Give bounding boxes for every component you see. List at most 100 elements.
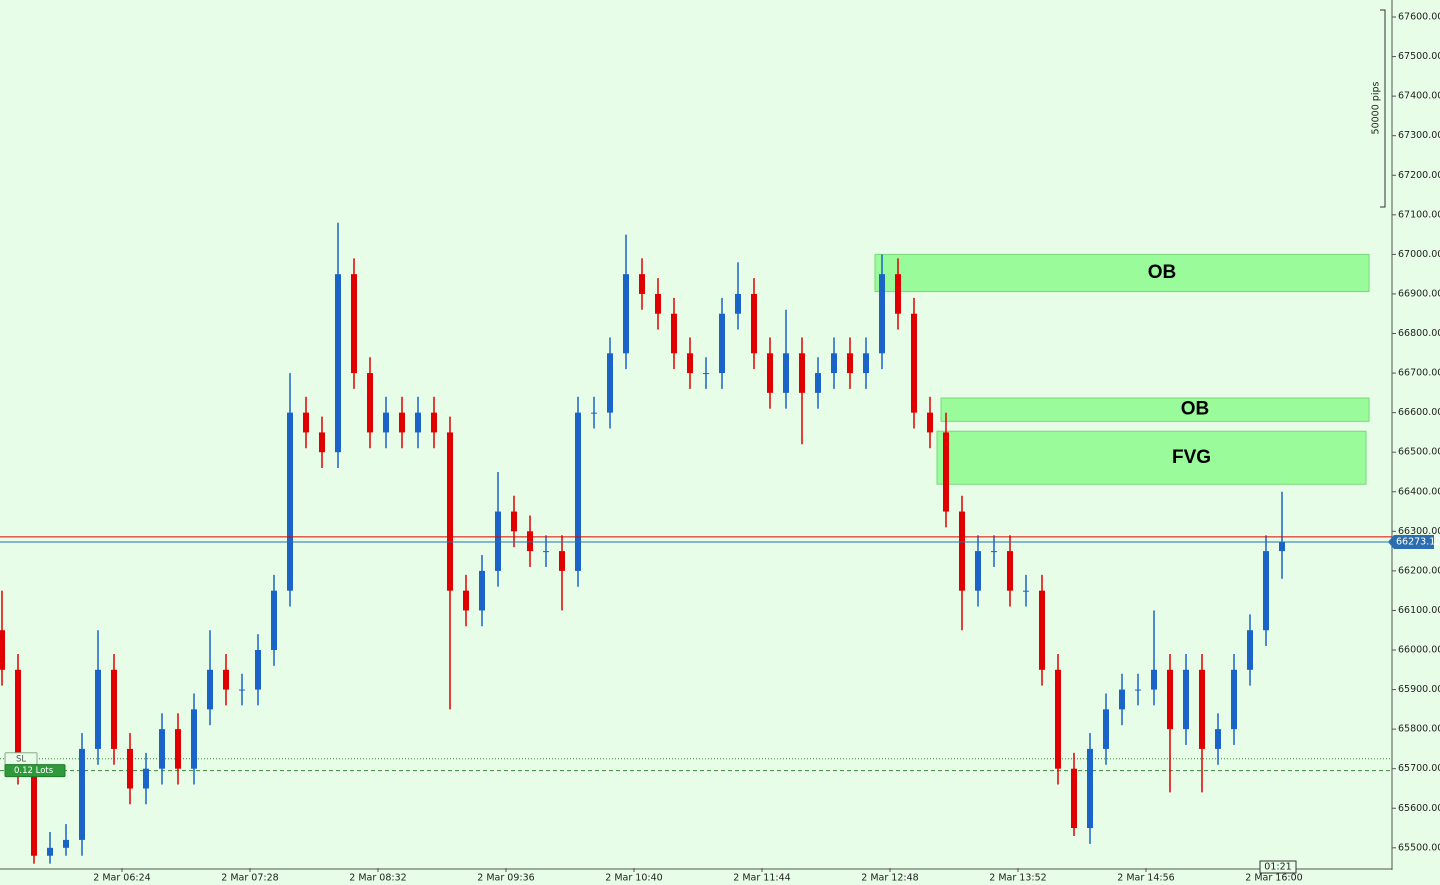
- zone-label: FVG: [1172, 447, 1211, 468]
- candle-body: [1039, 590, 1045, 670]
- zone: [874, 253, 1370, 293]
- y-tick-label: 66200.00: [1398, 565, 1440, 576]
- candle-body: [831, 353, 837, 374]
- y-tick-label: 66000.00: [1398, 645, 1440, 656]
- candle-body: [111, 669, 117, 749]
- x-tick-label: 2 Mar 13:52: [989, 873, 1046, 884]
- x-tick-label: 2 Mar 09:36: [477, 873, 534, 884]
- y-tick-label: 65900.00: [1398, 684, 1440, 695]
- candle-body: [1247, 630, 1253, 670]
- candle-body: [607, 353, 613, 413]
- candle-body: [431, 412, 437, 433]
- order-tag: [4, 764, 66, 778]
- candle-body: [623, 274, 629, 354]
- candle-body: [1167, 669, 1173, 730]
- candle-body: [719, 313, 725, 374]
- candle-body: [671, 313, 677, 354]
- candle-body: [143, 768, 149, 789]
- candle-body: [319, 432, 325, 453]
- zone: [936, 430, 1367, 485]
- scale-label: 50000 pips: [1371, 82, 1382, 135]
- y-tick-label: 67200.00: [1398, 170, 1440, 181]
- zone: [940, 397, 1370, 422]
- y-tick-label: 66800.00: [1398, 328, 1440, 339]
- countdown-box: [1259, 860, 1297, 874]
- candle-body: [351, 274, 357, 374]
- candle-body: [687, 353, 693, 374]
- x-tick-label: 2 Mar 08:32: [349, 873, 406, 884]
- candle-body: [703, 373, 709, 375]
- candle-body: [991, 551, 997, 553]
- candle-body: [223, 669, 229, 690]
- countdown: 01:21: [1264, 862, 1291, 873]
- candle-body: [463, 590, 469, 611]
- y-tick-label: 65700.00: [1398, 763, 1440, 774]
- y-tick-label: 66600.00: [1398, 407, 1440, 418]
- candle-body: [895, 274, 901, 314]
- candle-body: [79, 748, 85, 840]
- candle-body: [287, 412, 293, 591]
- y-tick-label: 67100.00: [1398, 209, 1440, 220]
- candle-body: [799, 353, 805, 393]
- candle-body: [559, 551, 565, 571]
- candle-body: [495, 511, 501, 571]
- candle-body: [1231, 669, 1237, 730]
- candle-body: [911, 313, 917, 413]
- candle-body: [255, 650, 261, 690]
- candle-body: [527, 531, 533, 552]
- candle-body: [511, 511, 517, 532]
- candle-body: [543, 551, 549, 553]
- candle-body: [159, 729, 165, 769]
- x-tick-label: 2 Mar 10:40: [605, 873, 662, 884]
- zone-label: OB: [1148, 262, 1177, 283]
- candle-body: [1151, 669, 1157, 690]
- candle-body: [63, 839, 69, 848]
- x-tick-label: 2 Mar 07:28: [221, 873, 278, 884]
- candle-body: [271, 590, 277, 651]
- x-tick-label: 2 Mar 11:44: [733, 873, 790, 884]
- candle-body: [31, 768, 37, 856]
- candle-body: [399, 412, 405, 433]
- order-label: SL: [16, 754, 26, 764]
- candle-body: [127, 748, 133, 789]
- y-tick-label: 66100.00: [1398, 605, 1440, 616]
- y-tick-label: 67400.00: [1398, 91, 1440, 102]
- candle-body: [367, 373, 373, 433]
- x-tick-label: 2 Mar 14:56: [1117, 873, 1174, 884]
- candle-body: [447, 432, 453, 591]
- y-tick-label: 66500.00: [1398, 447, 1440, 458]
- candle-body: [1199, 669, 1205, 749]
- zone-label: OB: [1181, 399, 1210, 420]
- candle-body: [927, 412, 933, 433]
- candle-body: [655, 293, 661, 314]
- x-tick-label: 2 Mar 06:24: [93, 873, 150, 884]
- candle-body: [575, 412, 581, 571]
- y-tick-label: 66300.00: [1398, 526, 1440, 537]
- y-tick-label: 67300.00: [1398, 130, 1440, 141]
- y-tick-label: 67000.00: [1398, 249, 1440, 260]
- scale-ruler: [1380, 9, 1386, 208]
- candle-body: [975, 551, 981, 591]
- candle-body: [943, 432, 949, 512]
- candle-body: [479, 570, 485, 611]
- candle-body: [335, 274, 341, 453]
- candle-body: [15, 669, 21, 769]
- price-tag-label: 66273.12: [1396, 536, 1440, 547]
- y-tick-label: 66400.00: [1398, 486, 1440, 497]
- x-tick-label: 2 Mar 12:48: [861, 873, 918, 884]
- y-tick-label: 67500.00: [1398, 51, 1440, 62]
- candle-body: [847, 353, 853, 374]
- candle-body: [1183, 669, 1189, 730]
- candle-body: [815, 373, 821, 393]
- candle-body: [1103, 709, 1109, 749]
- candle-body: [95, 669, 101, 749]
- candle-body: [959, 511, 965, 591]
- candle-body: [735, 293, 741, 314]
- candle-body: [175, 729, 181, 769]
- y-tick-label: 66700.00: [1398, 368, 1440, 379]
- candle-body: [783, 353, 789, 393]
- price-tag: [1388, 534, 1434, 549]
- candle-body: [1119, 689, 1125, 710]
- candle-body: [591, 412, 597, 414]
